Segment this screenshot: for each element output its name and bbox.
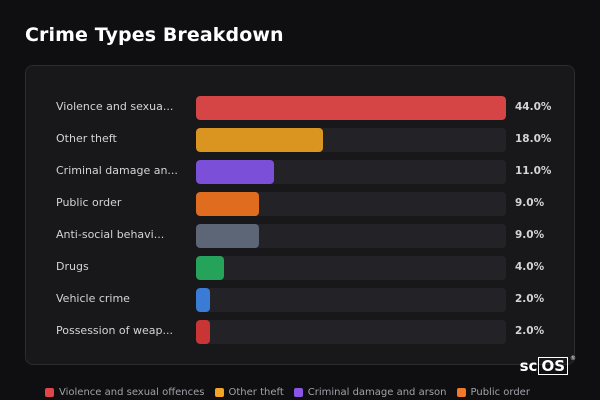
value-label: 9.0% [515, 229, 545, 241]
value-label: 9.0% [515, 197, 545, 209]
bar-track [196, 288, 506, 312]
category-label: Criminal damage an... [56, 164, 178, 177]
bar [196, 288, 210, 312]
value-label: 18.0% [515, 133, 552, 145]
category-label: Violence and sexua... [56, 100, 174, 113]
chart-legend: Violence and sexual offences Other theft C… [45, 387, 530, 398]
brand-boxed-text: OS [538, 357, 568, 375]
bar [196, 128, 323, 152]
bar-track [196, 96, 506, 120]
category-label: Other theft [56, 132, 117, 145]
bar-row: Criminal damage an... 11.0% [26, 160, 574, 184]
bar-row: Other theft 18.0% [26, 128, 574, 152]
bar-track [196, 256, 506, 280]
value-label: 4.0% [515, 261, 545, 273]
bar-track [196, 192, 506, 216]
chart-card: Violence and sexua... 44.0% Other theft 18.… [25, 65, 575, 365]
bar-row: Vehicle crime 2.0% [26, 288, 574, 312]
bar-track [196, 128, 506, 152]
value-label: 11.0% [515, 165, 552, 177]
category-label: Possession of weap... [56, 324, 173, 337]
legend-swatch [45, 388, 54, 397]
chart-title: Crime Types Breakdown [25, 24, 284, 46]
bar [196, 160, 274, 184]
legend-swatch [214, 388, 224, 397]
bar-track [196, 160, 506, 184]
legend-label: Criminal damage and arson [307, 387, 447, 398]
value-label: 44.0% [515, 101, 552, 113]
bar [196, 320, 210, 344]
brand-logo: sc OS ® [519, 354, 576, 375]
bar-row: Drugs 4.0% [26, 256, 574, 280]
bar-track [196, 320, 506, 344]
value-label: 2.0% [515, 325, 545, 337]
bar [196, 224, 259, 248]
category-label: Vehicle crime [56, 292, 130, 305]
category-label: Drugs [56, 260, 89, 273]
bar [196, 256, 224, 280]
legend-swatch [456, 388, 466, 397]
brand-text: sc [519, 357, 538, 375]
bar-rows: Violence and sexua... 44.0% Other theft 18.… [26, 66, 574, 364]
legend-swatch [293, 388, 303, 397]
bar [196, 96, 506, 120]
bar [196, 192, 259, 216]
bar-row: Possession of weap... 2.0% [26, 320, 574, 344]
category-label: Public order [56, 196, 122, 209]
value-label: 2.0% [515, 293, 545, 305]
legend-item: Violence and sexual offences [45, 387, 205, 398]
bar-track [196, 224, 506, 248]
legend-item: Public order [456, 387, 530, 398]
bar-row: Violence and sexua... 44.0% [26, 96, 574, 120]
legend-item: Other theft [214, 387, 284, 398]
category-label: Anti-social behavi... [56, 228, 165, 241]
legend-label: Other theft [228, 387, 284, 398]
bar-row: Anti-social behavi... 9.0% [26, 224, 574, 248]
registered-mark: ® [570, 354, 576, 362]
bar-row: Public order 9.0% [26, 192, 574, 216]
legend-item: Criminal damage and arson [293, 387, 447, 398]
legend-label: Violence and sexual offences [59, 387, 205, 398]
legend-label: Public order [470, 387, 530, 398]
